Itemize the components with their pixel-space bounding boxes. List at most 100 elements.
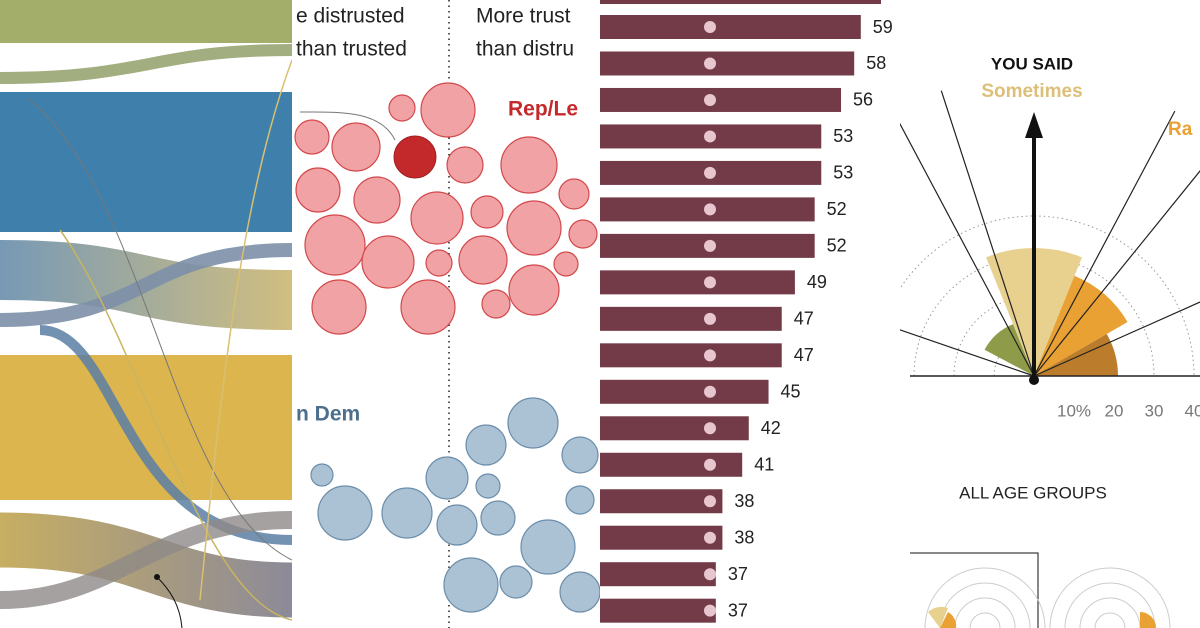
mini-ring [1064, 582, 1156, 628]
sankey-flow [199, 59, 292, 601]
value-label: 41 [754, 455, 774, 475]
marker [704, 385, 716, 398]
bubble [565, 485, 595, 515]
mini-ring [969, 612, 1001, 628]
bubble [353, 176, 401, 224]
value-label: 53 [833, 163, 853, 183]
mini-ring [954, 597, 1016, 628]
spoke [940, 90, 1035, 377]
bar [600, 416, 749, 441]
bubble [361, 235, 415, 289]
category-label: Sometimes [981, 81, 1082, 102]
grid-ring [913, 255, 1155, 377]
mini-ring [1049, 567, 1171, 628]
bubble [558, 178, 590, 210]
sankey-panel [0, 0, 292, 628]
value-label: 37 [728, 564, 748, 584]
polar-panel: YOU SAID ALL AGE GROUPS 10% 20 30 40 Sometim… [900, 54, 1200, 628]
bubble [480, 500, 516, 536]
marker [704, 203, 716, 216]
bubble [420, 82, 476, 138]
bar [600, 452, 743, 477]
mini-ring [924, 567, 1046, 628]
marker [704, 93, 716, 106]
marker [704, 568, 716, 581]
value-label: 58 [866, 53, 886, 73]
marker [704, 349, 716, 362]
value-label: 45 [781, 382, 801, 402]
frame [910, 552, 1039, 628]
r-tick-label: 10% [1057, 401, 1091, 420]
bubble [410, 191, 464, 245]
marker [704, 422, 716, 435]
annotation-line [299, 111, 396, 141]
r-tick-label: 30 [1145, 401, 1164, 420]
sankey-flow [59, 229, 292, 621]
value-label: 42 [761, 418, 781, 438]
bubble [388, 94, 416, 122]
marker [704, 21, 716, 33]
label: ALL AGE GROUPS [959, 483, 1107, 502]
marker [704, 604, 716, 617]
sankey-flow [0, 511, 292, 609]
bubble [470, 195, 504, 229]
bubble [481, 289, 511, 319]
sankey-node [0, 0, 292, 43]
wedge [984, 324, 1034, 376]
bar [600, 562, 716, 587]
bubble [310, 463, 334, 487]
marker [704, 239, 716, 252]
label: than distru [476, 38, 574, 61]
spoke [1033, 301, 1200, 377]
wedge [1034, 334, 1118, 376]
bar [600, 489, 723, 514]
bar [600, 15, 861, 39]
bubble [500, 136, 558, 194]
bubble [294, 119, 330, 155]
bubble-panel: e distrusted than trusted More trust tha… [294, 0, 600, 628]
sankey-node [0, 92, 292, 232]
bar [600, 343, 782, 368]
bar [600, 0, 881, 4]
spoke [900, 122, 1035, 377]
bar [600, 598, 716, 623]
bubble [425, 249, 453, 277]
bubble [520, 519, 576, 575]
marker [704, 458, 716, 471]
category-label: Ra [1168, 119, 1193, 140]
value-label: 59 [873, 17, 893, 37]
mini-wedge [928, 606, 948, 628]
bubble [561, 436, 599, 474]
marker [704, 130, 716, 143]
r-tick-label: 40 [1185, 401, 1200, 420]
label: e distrusted [296, 5, 405, 28]
spoke [900, 329, 1035, 377]
label: than trusted [296, 38, 407, 61]
r-tick-label: 20 [1105, 401, 1124, 420]
bubble [331, 122, 381, 172]
label: More trust [476, 5, 571, 28]
bubble [508, 264, 560, 316]
bubble [304, 214, 366, 276]
marker [704, 495, 716, 508]
bubble [568, 219, 598, 249]
bubble [553, 251, 579, 277]
value-label: 47 [794, 345, 814, 365]
label: YOU SAID [991, 54, 1073, 73]
value-label: 53 [833, 126, 853, 146]
annotation-line [156, 576, 183, 628]
bubble [506, 200, 562, 256]
value-label: 49 [807, 272, 827, 292]
mini-wedge [940, 612, 957, 628]
spoke [1033, 170, 1200, 377]
bubble [465, 424, 507, 466]
bubble [393, 135, 437, 179]
group-label: Rep/Le [508, 98, 578, 121]
value-label: 38 [734, 491, 754, 511]
mini-wedge [1140, 612, 1156, 628]
spoke [1033, 110, 1176, 377]
bubble [499, 565, 533, 599]
bubble [458, 235, 508, 285]
